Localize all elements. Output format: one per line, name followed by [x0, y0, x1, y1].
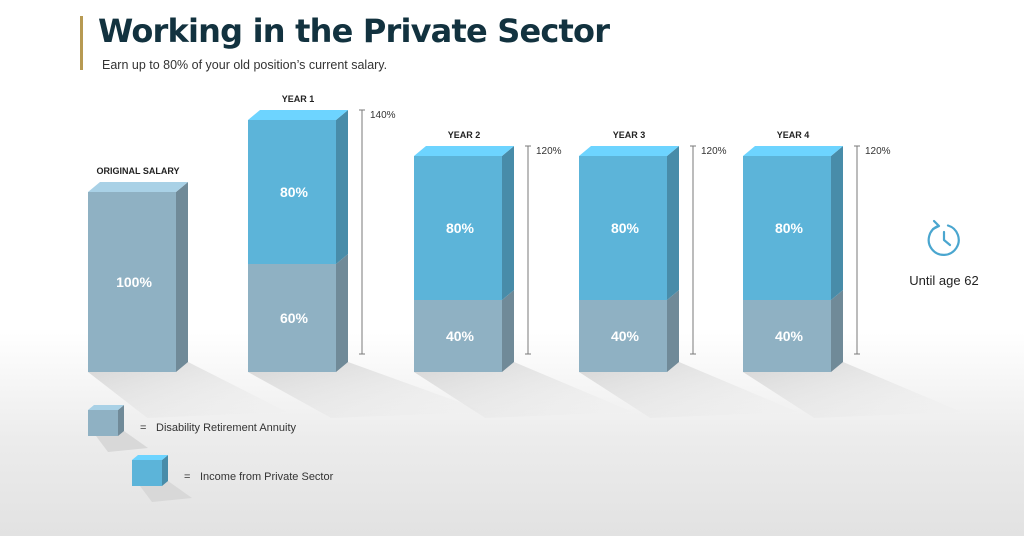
- bar-shadow: [579, 362, 798, 418]
- bar-annuity-top: [88, 182, 188, 192]
- data-label: 40%: [446, 328, 475, 344]
- bar-annuity-side: [831, 290, 843, 372]
- category-label: YEAR 1: [282, 94, 315, 104]
- bar-shadow: [248, 362, 487, 418]
- bar-private-income-front: [248, 120, 336, 264]
- title-accent-bar: [80, 16, 83, 70]
- data-label: 80%: [446, 220, 475, 236]
- data-label: 80%: [775, 220, 804, 236]
- total-label: 120%: [701, 146, 727, 157]
- bar-annuity-front: [743, 300, 831, 372]
- bar-annuity-side: [502, 290, 514, 372]
- bar-private-income: [248, 110, 348, 264]
- bar-annuity-side: [176, 182, 188, 372]
- legend-label: Disability Retirement Annuity: [156, 422, 297, 434]
- bar-annuity-side: [667, 290, 679, 372]
- clock-hands: [942, 230, 952, 247]
- legend-item: = Income from Private Sector: [132, 455, 334, 502]
- page-title: Working in the Private Sector: [98, 12, 610, 50]
- bar-shadow: [414, 362, 633, 418]
- legend-swatch-shadow: [96, 431, 148, 452]
- bar-annuity-front: [414, 300, 502, 372]
- category-label: ORIGINAL SALARY: [96, 166, 179, 176]
- bar-private-income-front: [579, 156, 667, 300]
- data-label: 80%: [611, 220, 640, 236]
- legend-swatch-top: [132, 455, 168, 460]
- legend-label: Income from Private Sector: [200, 471, 334, 483]
- bar-private-income-side: [667, 146, 679, 300]
- bar-shadow: [743, 362, 962, 418]
- clock-arrowhead: [931, 219, 941, 231]
- bar-private-income-top: [414, 146, 514, 156]
- data-label: 40%: [611, 328, 640, 344]
- bar-private-income-side: [502, 146, 514, 300]
- bar-private-income: [743, 146, 843, 300]
- bar-shadow: [88, 362, 287, 418]
- category-label: YEAR 3: [613, 130, 646, 140]
- bar-annuity: [88, 182, 188, 372]
- page-subtitle: Earn up to 80% of your old position’s cu…: [102, 58, 388, 72]
- data-label: 80%: [280, 184, 309, 200]
- legend-swatch: [132, 460, 162, 486]
- total-label: 140%: [370, 110, 396, 121]
- data-label: 60%: [280, 310, 309, 326]
- legend-equals: =: [184, 471, 190, 483]
- total-label: 120%: [865, 146, 891, 157]
- bar-private-income-top: [743, 146, 843, 156]
- bar-private-income: [414, 146, 514, 300]
- data-label: 40%: [775, 328, 804, 344]
- legend-equals: =: [140, 422, 146, 434]
- data-label: 100%: [116, 274, 152, 290]
- legend-swatch-top: [88, 405, 124, 410]
- until-age-label: Until age 62: [909, 273, 978, 288]
- bar-annuity-front: [579, 300, 667, 372]
- total-label: 120%: [536, 146, 562, 157]
- bar-annuity-front: [88, 192, 176, 372]
- legend-swatch-shadow: [140, 481, 192, 502]
- clock-arrow-icon: [927, 219, 960, 256]
- legend-swatch-side: [118, 405, 124, 436]
- bar-private-income-side: [336, 110, 348, 264]
- category-label: YEAR 4: [777, 130, 810, 140]
- bar-private-income: [579, 146, 679, 300]
- bar-annuity-side: [336, 254, 348, 372]
- legend-item: = Disability Retirement Annuity: [88, 405, 297, 452]
- legend-swatch: [88, 410, 118, 436]
- category-label: YEAR 2: [448, 130, 481, 140]
- bar-private-income-front: [743, 156, 831, 300]
- bar-private-income-top: [579, 146, 679, 156]
- bar-annuity-front: [248, 264, 336, 372]
- bar-private-income-top: [248, 110, 348, 120]
- bar-private-income-side: [831, 146, 843, 300]
- legend-swatch-side: [162, 455, 168, 486]
- clock-arc: [927, 224, 960, 256]
- bar-private-income-front: [414, 156, 502, 300]
